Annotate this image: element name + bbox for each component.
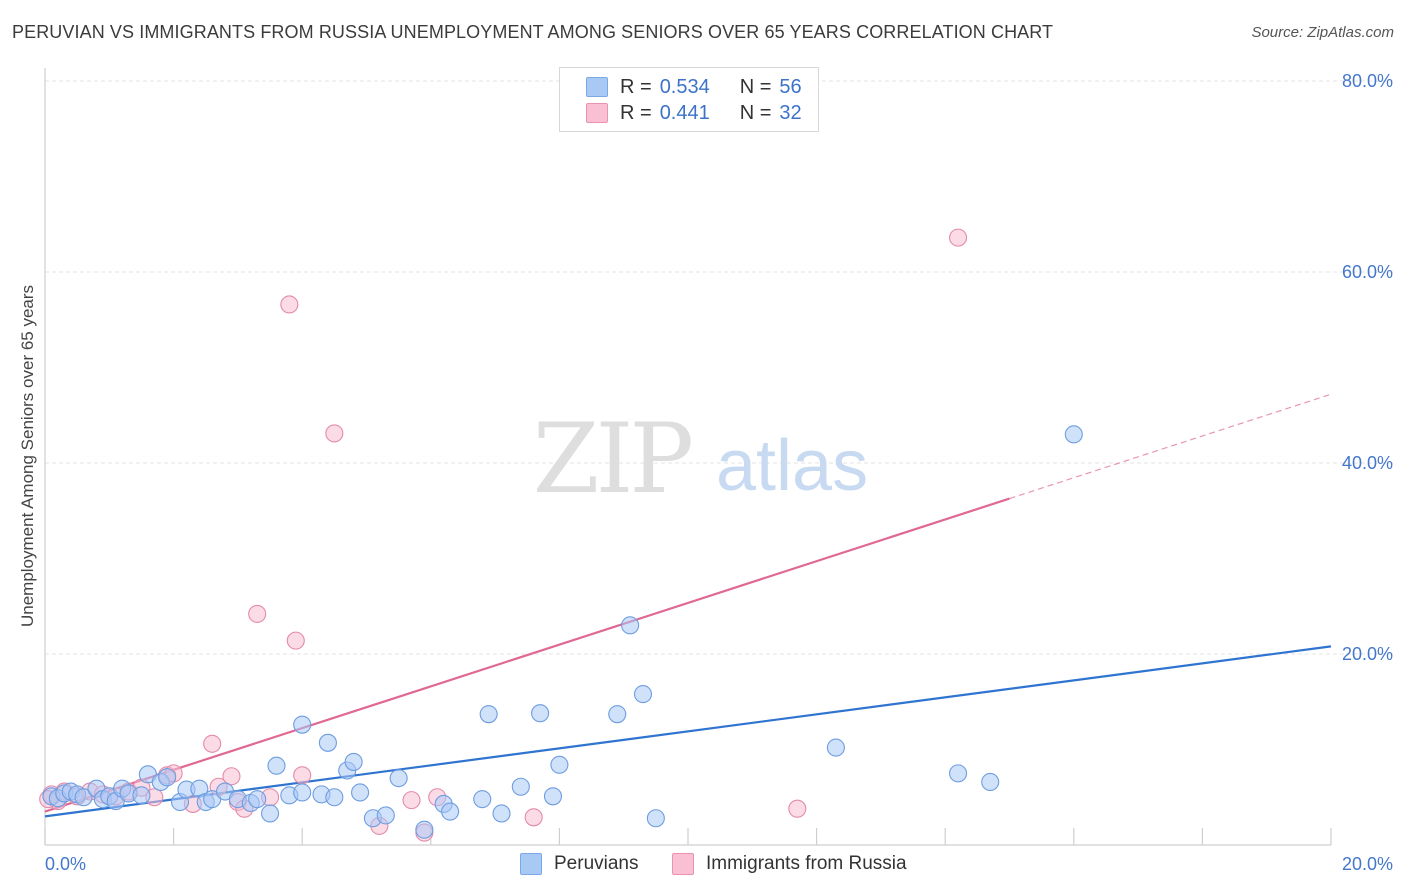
legend-n-label: N = [739, 101, 772, 124]
legend-label-peruvians: Peruvians [554, 853, 639, 874]
point-peruvians [1064, 425, 1083, 444]
point-peruvians [531, 704, 550, 723]
legend-item-peruvians[interactable]: Peruvians [520, 852, 639, 876]
chart-title: PERUVIAN VS IMMIGRANTS FROM RUSSIA UNEMP… [12, 22, 1054, 42]
legend-item-russia[interactable]: Immigrants from Russia [672, 852, 907, 876]
y-tick-label: 20.0% [1342, 644, 1393, 664]
watermark-atlas: atlas [716, 426, 868, 506]
point-peruvians [132, 786, 151, 805]
correlation-legend: R = 0.534 N = 56 R = 0.441 N = 32 [559, 67, 819, 132]
point-peruvians [376, 806, 395, 825]
trend-line-peruvians [44, 645, 1332, 818]
point-peruvians [543, 787, 563, 806]
point-peruvians [981, 772, 1000, 792]
legend-row-russia: R = 0.441 N = 32 [586, 101, 802, 125]
watermark: ZIP atlas [533, 403, 868, 515]
trend-line-russia-extension [1009, 393, 1332, 500]
point-peruvians [267, 756, 286, 775]
source-label: Source: ZipAtlas.com [1251, 24, 1394, 41]
point-peruvians [473, 790, 492, 809]
point-peruvians [293, 715, 312, 734]
point-peruvians [826, 738, 845, 757]
point-russia [222, 767, 241, 786]
point-peruvians [550, 755, 569, 774]
point-peruvians [511, 777, 530, 796]
legend-r-value: 0.534 [659, 75, 710, 98]
point-peruvians [74, 788, 93, 807]
point-peruvians [158, 768, 177, 787]
legend-swatch-blue [520, 853, 542, 875]
legend-r-value: 0.441 [659, 101, 710, 124]
axes [44, 68, 1332, 846]
point-peruvians [621, 616, 640, 635]
y-tick-label: 80.0% [1342, 71, 1393, 91]
point-peruvians [949, 764, 968, 783]
y-tick-label: 40.0% [1342, 453, 1393, 473]
point-peruvians [646, 809, 665, 828]
point-russia [524, 808, 543, 827]
point-russia [280, 295, 299, 314]
legend-n-value: 56 [779, 75, 802, 98]
legend-r-label: R = [620, 75, 652, 98]
point-peruvians [441, 802, 460, 821]
trend-line-russia [44, 497, 1010, 813]
point-peruvians [325, 788, 344, 807]
point-russia [949, 228, 968, 247]
point-peruvians [608, 705, 627, 724]
legend-label-russia: Immigrants from Russia [706, 853, 907, 874]
legend-swatch-blue [586, 77, 608, 97]
point-peruvians [492, 804, 511, 823]
point-peruvians [633, 685, 653, 704]
y-tick-label: 60.0% [1342, 262, 1393, 282]
point-peruvians [344, 752, 363, 771]
point-peruvians [248, 790, 267, 809]
legend-n-label: N = [739, 75, 772, 98]
point-peruvians [318, 733, 337, 752]
point-peruvians [479, 705, 498, 724]
point-peruvians [389, 769, 408, 788]
legend-swatch-pink [672, 853, 694, 875]
legend-swatch-pink [586, 103, 608, 123]
tick-labels: 20.0% 40.0% 60.0% 80.0% 0.0% 20.0% [45, 71, 1393, 874]
legend-r-label: R = [620, 101, 652, 124]
point-peruvians [415, 820, 434, 839]
point-russia [402, 791, 421, 810]
point-russia [325, 424, 344, 443]
x-tick-label: 20.0% [1342, 854, 1393, 874]
watermark-zip: ZIP [533, 403, 692, 515]
point-russia [248, 604, 267, 623]
point-russia [286, 631, 305, 650]
y-axis-label: Unemployment Among Seniors over 65 years [18, 284, 37, 628]
x-tick-label: 0.0% [45, 854, 86, 874]
point-peruvians [293, 783, 312, 802]
data-points [39, 228, 1083, 842]
legend-row-peruvians: R = 0.534 N = 56 [586, 75, 802, 99]
trend-lines [44, 393, 1332, 818]
legend-n-value: 32 [779, 101, 802, 124]
point-peruvians [260, 804, 280, 823]
point-russia [293, 766, 312, 785]
grid-lines [45, 80, 1393, 655]
point-russia [203, 734, 222, 753]
point-russia [788, 799, 807, 818]
point-peruvians [351, 783, 370, 802]
